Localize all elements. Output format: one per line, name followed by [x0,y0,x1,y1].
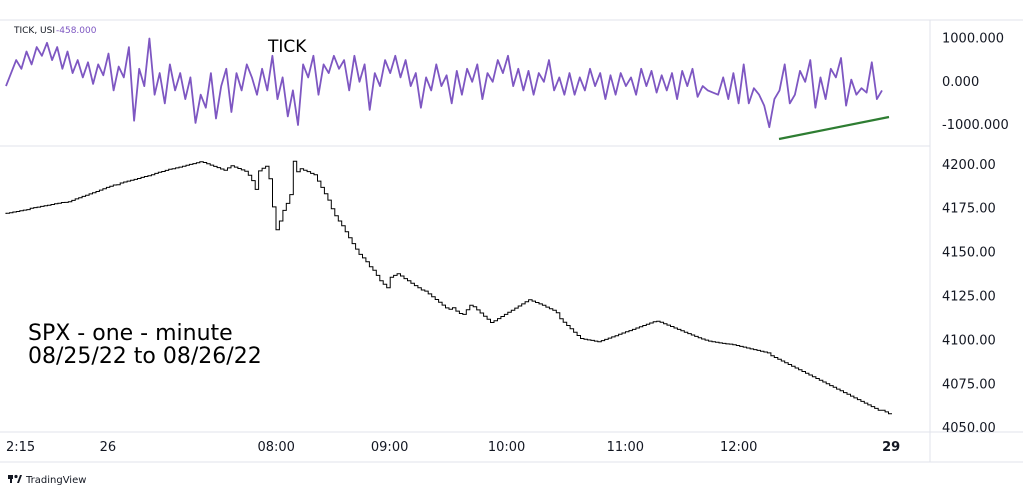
tick-pane: TICK, USI -458.000 TICK 1000.000 0.000 -10… [5,26,1009,141]
tradingview-logo: TradingView [8,474,86,486]
spx-y-tick-label: 4175.00 [942,202,996,217]
tick-trendline [778,115,890,141]
time-axis: 2:15 26 08:00 09:00 10:00 11:00 12:00 29 [6,440,900,455]
spx-series-line [5,160,892,415]
spx-title: SPX - one - minute [28,321,233,346]
time-tick-label: 26 [100,440,117,455]
tick-y-tick-label: 0.000 [942,75,979,90]
tradingview-logo-text: TradingView [25,475,86,486]
tick-legend-value: -458.000 [56,26,97,36]
spx-pane: 4200.00 4175.00 4150.00 4125.00 4100.00 4075.… [5,158,996,436]
spx-subtitle: 08/25/22 to 08/26/22 [28,344,262,369]
time-tick-label: 2:15 [6,440,35,455]
spx-y-axis: 4200.00 4175.00 4150.00 4125.00 4100.00 4075.… [942,158,996,436]
spx-y-tick-label: 4200.00 [942,158,996,173]
time-tick-label: 29 [882,440,900,455]
tick-y-axis: 1000.000 0.000 -1000.000 [942,31,1009,133]
time-tick-label: 12:00 [720,440,757,455]
tick-annotation: TICK [267,37,307,57]
tick-y-tick-label: 1000.000 [942,31,1004,46]
tick-legend-symbol: TICK, USI [13,26,55,36]
tradingview-logo-icon [8,474,22,483]
spx-y-tick-label: 4075.00 [942,377,996,392]
spx-y-tick-label: 4100.00 [942,333,996,348]
spx-y-tick-label: 4125.00 [942,290,996,305]
tick-y-tick-label: -1000.000 [942,118,1009,133]
spx-y-tick-label: 4150.00 [942,246,996,261]
time-tick-label: 11:00 [607,440,644,455]
tick-series-line [5,37,883,129]
time-tick-label: 09:00 [371,440,408,455]
spx-y-tick-label: 4050.00 [942,421,996,436]
time-tick-label: 10:00 [488,440,525,455]
time-tick-label: 08:00 [257,440,294,455]
